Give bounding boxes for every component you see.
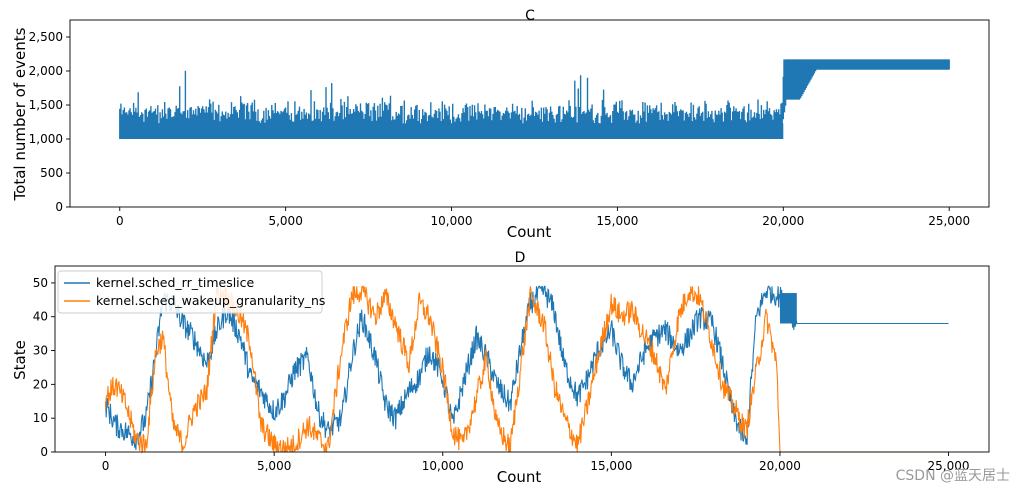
legend-box [57,270,323,314]
chart-c-title: C [525,8,535,24]
chart-d-x-ticks: 0 5,000 10,000 15,000 20,000 25,000 [102,452,970,473]
chart-d-title: D [515,250,526,266]
chart-c-x-ticks: 0 5,000 10,000 15,000 20,000 25,000 [116,207,970,228]
chart-c-y-label: Total number of events [11,27,29,201]
chart-c-y-tick-label: 2,000 [29,64,63,78]
legend-label-wakeup-granularity: kernel.sched_wakeup_granularity_ns [96,293,325,308]
chart-d-y-tick-label: 0 [40,445,48,459]
chart-c-x-tick-label: 20,000 [762,214,804,228]
chart-c-series-high-band [799,59,950,70]
chart-c-x-label: Count [507,223,552,241]
chart-d-x-label: Count [497,468,542,486]
chart-d: D 0 5,000 10,000 15,000 20,000 25,000 0 10 20 30… [11,250,990,486]
chart-d-x-tick-label: 25,000 [928,459,970,473]
chart-d-y-label: State [11,340,29,380]
chart-d-x-tick-label: 5,000 [257,459,291,473]
chart-c-y-tick-label: 1,500 [29,98,63,112]
chart-c-y-tick-label: 0 [55,200,63,214]
chart-d-rr-transition-band [779,293,797,324]
chart-c-x-tick-label: 5,000 [268,214,302,228]
chart-d-y-tick-label: 40 [33,310,48,324]
chart-c-y-tick-label: 2,500 [29,30,63,44]
chart-c-x-tick-label: 10,000 [431,214,473,228]
chart-d-x-tick-label: 15,000 [590,459,632,473]
chart-d-x-tick-label: 10,000 [422,459,464,473]
chart-c-x-tick-label: 25,000 [928,214,970,228]
chart-d-y-tick-label: 30 [33,344,48,358]
chart-c-y-tick-label: 500 [40,166,63,180]
chart-c-y-tick-label: 1,000 [29,132,63,146]
watermark-text: CSDN @蓝天居士 [896,468,1010,484]
legend-label-rr-timeslice: kernel.sched_rr_timeslice [96,275,255,290]
chart-c-series-band [119,123,784,139]
chart-d-x-tick-label: 0 [102,459,110,473]
chart-c-plot-area [119,59,950,139]
chart-d-frame [54,265,990,453]
chart-d-y-tick-label: 10 [33,411,48,425]
chart-d-y-tick-label: 20 [33,377,48,391]
chart-c-series-transition [783,59,800,100]
chart-d-x-tick-label: 20,000 [759,459,801,473]
chart-c-y-ticks: 0 500 1,000 1,500 2,000 2,500 [29,30,70,214]
chart-c-frame [69,19,990,208]
chart-d-y-tick-label: 50 [33,276,48,290]
chart-c: C 0 5,000 10,000 15,000 20,000 25,000 0 500 1,0… [11,8,990,241]
chart-d-y-ticks: 0 10 20 30 40 50 [33,276,55,459]
chart-c-x-tick-label: 15,000 [596,214,638,228]
chart-c-x-tick-label: 0 [116,214,124,228]
chart-d-legend: kernel.sched_rr_timeslice kernel.sched_w… [57,270,325,314]
